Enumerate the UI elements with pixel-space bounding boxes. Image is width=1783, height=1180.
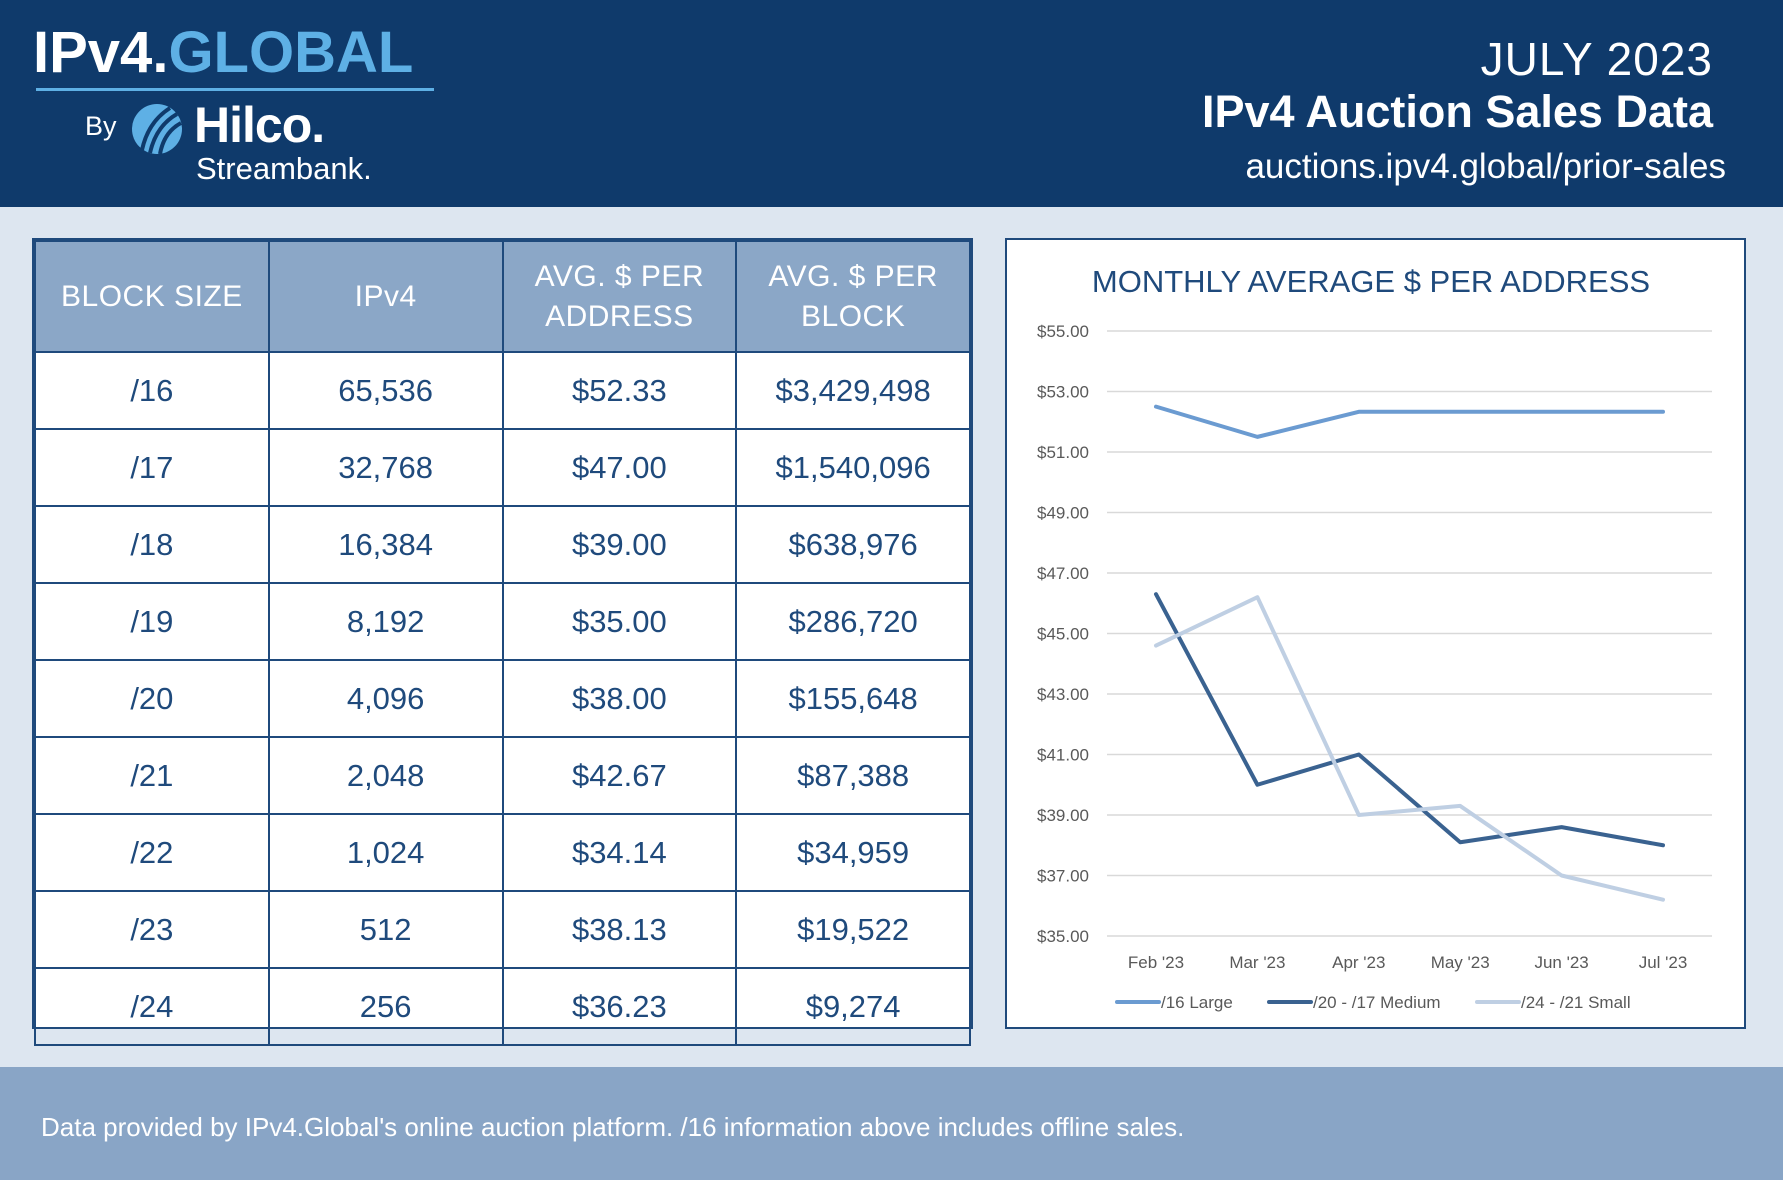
- cell-avg-per-address: $38.13: [501, 890, 738, 969]
- table-row: /16 65,536 $52.33 $3,429,498: [34, 351, 971, 430]
- table-header-row: BLOCK SIZE IPv4 AVG. $ PER ADDRESS AVG. …: [34, 240, 971, 353]
- cell-avg-per-address: $38.00: [501, 659, 738, 738]
- cell-avg-per-address: $35.00: [501, 582, 738, 661]
- footer-bar: Data provided by IPv4.Global's online au…: [0, 1067, 1783, 1180]
- x-tick-label: Feb '23: [1128, 953, 1184, 972]
- table-row: /18 16,384 $39.00 $638,976: [34, 505, 971, 584]
- line-chart: MONTHLY AVERAGE $ PER ADDRESS $35.00 $37.0…: [1037, 264, 1712, 1012]
- table-row: /20 4,096 $38.00 $155,648: [34, 659, 971, 738]
- x-tick-label: Jul '23: [1639, 953, 1688, 972]
- y-tick-label: $37.00: [1037, 867, 1089, 886]
- sales-table-panel: BLOCK SIZE IPv4 AVG. $ PER ADDRESS AVG. …: [32, 238, 973, 1046]
- cell-block-size: /22: [34, 813, 270, 892]
- table-row: /24 256 $36.23 $9,274: [34, 967, 971, 1046]
- header-block-size: BLOCK SIZE: [34, 240, 270, 353]
- cell-avg-per-address: $52.33: [501, 351, 738, 430]
- cell-block-size: /21: [34, 736, 270, 815]
- y-tick-label: $39.00: [1037, 806, 1089, 825]
- cell-avg-per-block: $1,540,096: [735, 428, 971, 507]
- legend-label: /24 - /21 Small: [1521, 993, 1631, 1012]
- x-tick-label: Apr '23: [1332, 953, 1385, 972]
- cell-block-size: /23: [34, 890, 270, 969]
- logo-hilco-text: Hilco.: [194, 97, 325, 153]
- cell-ipv4: 16,384: [267, 505, 504, 584]
- cell-avg-per-address: $34.14: [501, 813, 738, 892]
- cell-avg-per-block: $19,522: [735, 890, 971, 969]
- sales-table: BLOCK SIZE IPv4 AVG. $ PER ADDRESS AVG. …: [34, 240, 971, 1046]
- series-line-2: [1154, 592, 1665, 848]
- header-avg-per-block: AVG. $ PER BLOCK: [735, 240, 971, 353]
- report-month: JULY 2023: [1480, 33, 1713, 85]
- cell-ipv4: 32,768: [267, 428, 504, 507]
- cell-avg-per-block: $3,429,498: [735, 351, 971, 430]
- header-banner: IPv4.GLOBAL By Hilco. Streambank. JULY 2…: [0, 0, 1783, 207]
- cell-block-size: /24: [34, 967, 270, 1046]
- cell-ipv4: 1,024: [267, 813, 504, 892]
- legend-label: /20 - /17 Medium: [1313, 993, 1441, 1012]
- y-tick-label: $51.00: [1037, 443, 1089, 462]
- table-row: /17 32,768 $47.00 $1,540,096: [34, 428, 971, 507]
- x-tick-label: Jun '23: [1534, 953, 1588, 972]
- y-tick-label: $47.00: [1037, 564, 1089, 583]
- cell-avg-per-address: $47.00: [501, 428, 738, 507]
- chart-title: MONTHLY AVERAGE $ PER ADDRESS: [1092, 264, 1650, 299]
- report-title: IPv4 Auction Sales Data: [1201, 86, 1713, 137]
- table-row: /19 8,192 $35.00 $286,720: [34, 582, 971, 661]
- y-tick-label: $49.00: [1037, 504, 1089, 523]
- cell-avg-per-block: $9,274: [735, 967, 971, 1046]
- cell-block-size: /18: [34, 505, 270, 584]
- logo-by-text: By: [85, 111, 117, 141]
- cell-ipv4: 8,192: [267, 582, 504, 661]
- y-tick-label: $43.00: [1037, 685, 1089, 704]
- report-url[interactable]: auctions.ipv4.global/prior-sales: [1245, 147, 1726, 186]
- cell-avg-per-block: $87,388: [735, 736, 971, 815]
- cell-avg-per-block: $638,976: [735, 505, 971, 584]
- table-row: /23 512 $38.13 $19,522: [34, 890, 971, 969]
- cell-ipv4: 256: [267, 967, 504, 1046]
- cell-block-size: /20: [34, 659, 270, 738]
- header-ipv4: IPv4: [267, 240, 504, 353]
- table-row: /22 1,024 $34.14 $34,959: [34, 813, 971, 892]
- cell-avg-per-address: $36.23: [501, 967, 738, 1046]
- cell-block-size: /19: [34, 582, 270, 661]
- cell-ipv4: 4,096: [267, 659, 504, 738]
- y-tick-label: $45.00: [1037, 625, 1089, 644]
- y-tick-label: $41.00: [1037, 746, 1089, 765]
- cell-avg-per-block: $34,959: [735, 813, 971, 892]
- logo-wordmark: IPv4.GLOBAL: [33, 20, 414, 85]
- x-tick-label: Mar '23: [1229, 953, 1285, 972]
- logo-underline: [36, 88, 434, 91]
- header-avg-per-address: AVG. $ PER ADDRESS: [501, 240, 738, 353]
- legend-label: /16 Large: [1161, 993, 1233, 1012]
- cell-avg-per-address: $39.00: [501, 505, 738, 584]
- y-tick-label: $35.00: [1037, 927, 1089, 946]
- cell-avg-per-block: $286,720: [735, 582, 971, 661]
- chart-panel: MONTHLY AVERAGE $ PER ADDRESS $35.00 $37.0…: [1005, 238, 1746, 1029]
- series-line-3: [1154, 595, 1665, 902]
- cell-block-size: /17: [34, 428, 270, 507]
- x-tick-label: May '23: [1431, 953, 1490, 972]
- cell-ipv4: 65,536: [267, 351, 504, 430]
- logo-streambank-text: Streambank.: [196, 151, 372, 186]
- table-row: /21 2,048 $42.67 $87,388: [34, 736, 971, 815]
- cell-ipv4: 512: [267, 890, 504, 969]
- y-tick-label: $53.00: [1037, 383, 1089, 402]
- y-tick-label: $55.00: [1037, 322, 1089, 341]
- cell-ipv4: 2,048: [267, 736, 504, 815]
- hilco-logo-icon: [132, 104, 183, 155]
- series-line-1: [1154, 404, 1665, 439]
- cell-avg-per-address: $42.67: [501, 736, 738, 815]
- cell-avg-per-block: $155,648: [735, 659, 971, 738]
- cell-block-size: /16: [34, 351, 270, 430]
- footer-note: Data provided by IPv4.Global's online au…: [41, 1112, 1185, 1142]
